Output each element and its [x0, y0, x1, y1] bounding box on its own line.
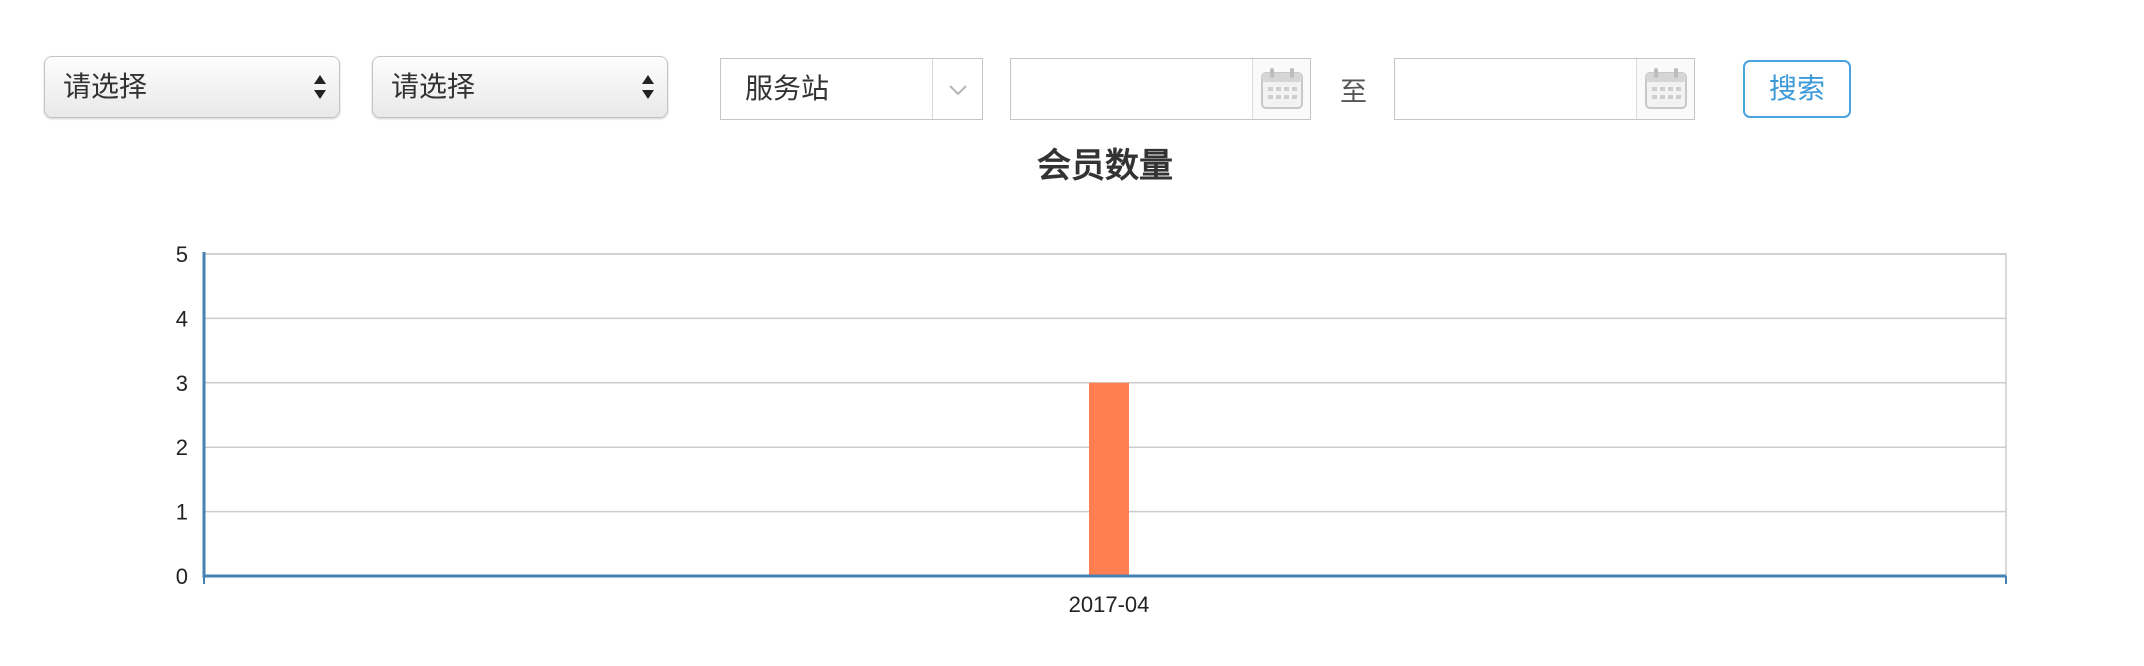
- y-tick-label: 4: [176, 306, 188, 331]
- y-tick-label: 3: [176, 371, 188, 396]
- y-tick-label: 0: [176, 564, 188, 589]
- chevron-down-icon: [949, 85, 967, 96]
- y-tick-label: 5: [176, 242, 188, 267]
- start-date-calendar-button[interactable]: [1252, 59, 1310, 119]
- category-select-2[interactable]: 请选择: [372, 56, 668, 118]
- bars: [1089, 382, 1129, 576]
- x-tick-label: 2017-04: [1069, 592, 1150, 617]
- select-arrows-icon: [314, 75, 326, 99]
- select-arrows-icon: [642, 75, 654, 99]
- station-combobox[interactable]: 服务站: [720, 58, 983, 120]
- calendar-icon: [1261, 68, 1303, 109]
- bar: [1089, 382, 1129, 576]
- category-select-1[interactable]: 请选择: [44, 56, 340, 118]
- end-date-field[interactable]: [1394, 58, 1695, 120]
- axes: [202, 252, 2007, 584]
- calendar-icon: [1645, 68, 1687, 109]
- range-separator: 至: [1340, 77, 1367, 108]
- category-select-1-value: 请选择: [63, 70, 148, 103]
- chart-title: 会员数量: [1037, 146, 1173, 186]
- start-date-field[interactable]: [1010, 58, 1311, 120]
- category-select-2-value: 请选择: [391, 70, 476, 103]
- tick-labels: 0 1 2 3 4 5 2017-04: [176, 242, 1150, 617]
- station-combobox-value: 服务站: [745, 72, 830, 105]
- end-date-calendar-button[interactable]: [1636, 59, 1694, 119]
- filter-bar: 请选择 请选择 服务站: [0, 0, 2144, 130]
- station-dropdown-button[interactable]: [932, 59, 982, 119]
- y-tick-label: 1: [176, 500, 188, 525]
- y-tick-label: 2: [176, 435, 188, 460]
- search-button[interactable]: 搜索: [1743, 60, 1851, 118]
